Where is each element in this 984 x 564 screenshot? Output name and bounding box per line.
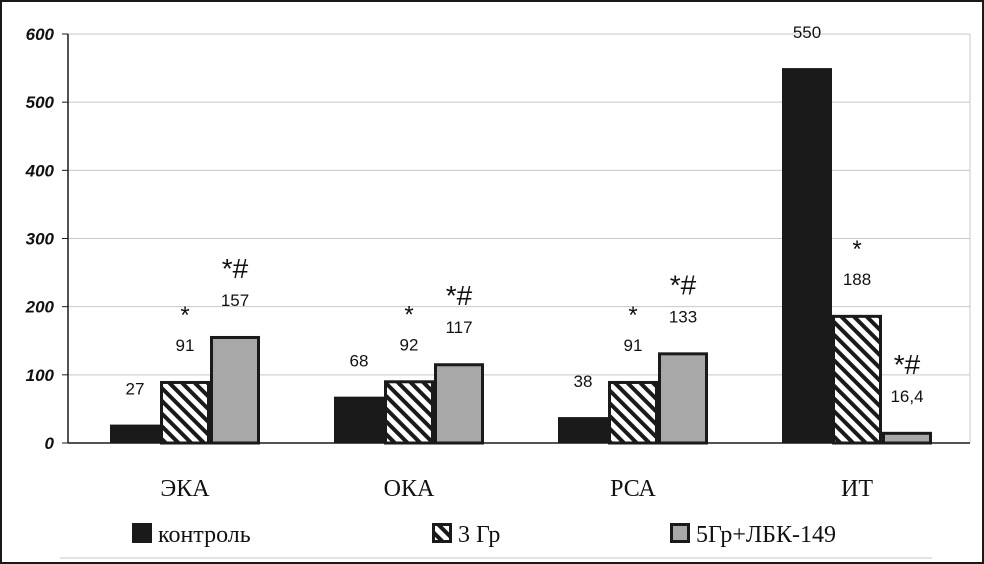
significance-mark: * xyxy=(180,302,189,329)
y-tick-label: 0 xyxy=(45,434,55,453)
value-label: 157 xyxy=(221,291,249,310)
data-labels: 27 91 * 157 *# 68 92 * 117 *# 38 91 * 133 *# 550 188 * 16,… xyxy=(126,23,924,406)
axes: 0 100 200 300 400 500 600 ЭКА ОКА РСА ИТ xyxy=(25,25,970,502)
bar-3gr xyxy=(608,380,658,445)
x-tick-label: ОКА xyxy=(384,476,435,502)
bar-control xyxy=(782,68,832,443)
x-tick-label: РСА xyxy=(610,476,656,502)
legend-swatch xyxy=(432,523,452,543)
y-tick-label: 500 xyxy=(26,93,55,112)
value-label: 16,4 xyxy=(890,387,923,406)
legend-label: контроль xyxy=(158,522,251,548)
legend-swatch xyxy=(670,523,690,543)
significance-mark: * xyxy=(628,302,637,329)
significance-mark: *# xyxy=(446,280,473,311)
bar-5gr-lbk149 xyxy=(882,431,932,445)
bar-control xyxy=(334,396,384,443)
y-tick-label: 200 xyxy=(25,298,55,317)
bar-3gr xyxy=(160,380,210,445)
x-tick-label: ЭКА xyxy=(160,476,210,502)
legend: контроль 3 Гр 5Гр+ЛБК-149 xyxy=(60,522,932,559)
legend-swatch xyxy=(132,523,152,543)
value-label: 91 xyxy=(176,336,195,355)
bar-3gr xyxy=(384,380,434,445)
bar-5gr-lbk149 xyxy=(434,363,484,445)
bar-5gr-lbk149 xyxy=(210,335,260,445)
bar-5gr-lbk149 xyxy=(658,352,708,445)
value-label: 92 xyxy=(400,335,419,354)
significance-mark: *# xyxy=(222,253,249,284)
bars xyxy=(110,68,932,445)
x-tick-label: ИТ xyxy=(841,476,873,502)
bar-control xyxy=(558,417,608,443)
value-label: 550 xyxy=(793,23,821,42)
legend-label: 3 Гр xyxy=(458,522,500,548)
y-tick-label: 400 xyxy=(25,161,55,180)
bar-control xyxy=(110,424,160,443)
significance-mark: *# xyxy=(894,349,921,380)
value-label: 68 xyxy=(350,352,369,371)
significance-mark: * xyxy=(852,236,861,263)
legend-label: 5Гр+ЛБК-149 xyxy=(696,522,836,548)
value-label: 38 xyxy=(574,372,593,391)
y-tick-label: 300 xyxy=(26,230,55,249)
value-label: 188 xyxy=(843,270,871,289)
value-label: 91 xyxy=(624,336,643,355)
value-label: 133 xyxy=(669,307,697,326)
value-label: 117 xyxy=(445,318,472,337)
bar-3gr xyxy=(832,314,882,445)
y-tick-label: 600 xyxy=(26,25,55,44)
significance-mark: *# xyxy=(670,269,697,300)
significance-mark: * xyxy=(404,301,413,328)
y-tick-label: 100 xyxy=(26,366,55,385)
value-label: 27 xyxy=(126,380,145,399)
